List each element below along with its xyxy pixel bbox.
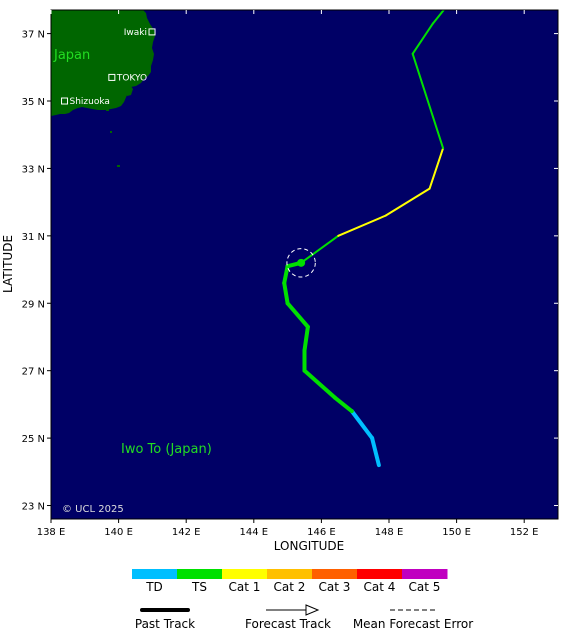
legend-category-label: TS (191, 580, 207, 594)
x-tick-label: 140 E (104, 527, 133, 538)
legend-category-label: Cat 3 (319, 580, 351, 594)
city-tokyo: TOKYO (108, 73, 147, 83)
past-track-segment (282, 264, 290, 286)
island-label-iwo-to: Iwo To (Japan) (121, 442, 212, 457)
past-track-label: Past Track (135, 617, 195, 631)
legend-swatch-td (132, 569, 178, 579)
legend-swatch-cat-2 (267, 569, 313, 579)
legend-swatch-cat-4 (357, 569, 403, 579)
forecast-track-label: Forecast Track (245, 617, 331, 631)
past-track-segment (302, 324, 310, 353)
mean-error-label: Mean Forecast Error (353, 617, 473, 631)
copyright-label: © UCL 2025 (62, 504, 124, 515)
past-track-segment (282, 281, 290, 306)
city-shizuoka: Shizuoka (61, 97, 110, 107)
legend-category-label: Cat 5 (409, 580, 441, 594)
boso-peninsula (125, 85, 133, 96)
city-markers: Iwaki TOKYO Shizuoka (61, 28, 156, 107)
axis-ticks: 138 E 140 E 142 E 144 E 146 E 148 E 150 E 152 E… (22, 10, 558, 538)
track-layer (282, 10, 446, 468)
legend-category-label: Cat 4 (364, 580, 396, 594)
plot-frame (50, 9, 559, 520)
y-tick-label: 33 N (22, 164, 45, 175)
city-label: TOKYO (116, 73, 147, 83)
legend-swatch-ts (177, 569, 223, 579)
forecast-arrow-head (305, 604, 320, 616)
x-tick-label: 146 E (307, 527, 336, 538)
legend-category-label: TD (145, 580, 163, 594)
forecast-track-segment (300, 234, 340, 264)
city-marker-icon (108, 73, 116, 81)
city-iwaki: Iwaki (124, 28, 156, 38)
y-tick-label: 35 N (22, 97, 45, 108)
category-legend: TD TS Cat 1 Cat 2 Cat 3 Cat 4 Cat 5 (132, 569, 448, 594)
past-track-segment (349, 409, 375, 441)
x-tick-label: 142 E (172, 527, 201, 538)
current-position-marker (297, 258, 306, 267)
city-marker-icon (61, 97, 69, 105)
forecast-track-segment (431, 10, 446, 25)
legend-swatch-cat-3 (312, 569, 358, 579)
legend-swatch-cat-5 (402, 569, 448, 579)
city-label: Iwaki (124, 28, 147, 38)
y-tick-label: 27 N (22, 367, 45, 378)
city-marker-icon (148, 28, 156, 36)
legend-category-label: Cat 2 (274, 580, 306, 594)
x-tick-label: 144 E (240, 527, 269, 538)
forecast-track-segment (411, 52, 445, 150)
city-label: Shizuoka (70, 97, 110, 107)
x-tick-label: 148 E (375, 527, 404, 538)
past-track-segment (332, 395, 354, 414)
x-axis-title: LONGITUDE (274, 539, 344, 553)
forecast-track-segment (337, 214, 387, 237)
past-track-segment (285, 301, 310, 329)
x-tick-label: 150 E (442, 527, 471, 538)
x-tick-label: 152 E (510, 527, 539, 538)
forecast-track-segment (411, 22, 434, 55)
x-tick-label: 138 E (37, 527, 66, 538)
past-track-segment (370, 436, 381, 468)
legend-swatch-cat-1 (222, 569, 268, 579)
legend-category-label: Cat 1 (229, 580, 261, 594)
small-island (117, 165, 120, 167)
forecast-track-segment (384, 187, 431, 217)
oshima-island (106, 108, 109, 111)
y-tick-label: 25 N (22, 434, 45, 445)
forecast-track-segment (428, 147, 445, 190)
y-axis-title: LATITUDE (1, 235, 15, 293)
region-label-japan: Japan (53, 48, 90, 63)
past-track-segment (302, 368, 337, 400)
y-tick-label: 37 N (22, 30, 45, 41)
small-island (110, 131, 112, 133)
y-tick-label: 23 N (22, 502, 45, 513)
y-tick-label: 31 N (22, 232, 45, 243)
forecast-error-circle (286, 248, 316, 278)
y-tick-label: 29 N (22, 299, 45, 310)
japan-coastline (51, 10, 155, 116)
